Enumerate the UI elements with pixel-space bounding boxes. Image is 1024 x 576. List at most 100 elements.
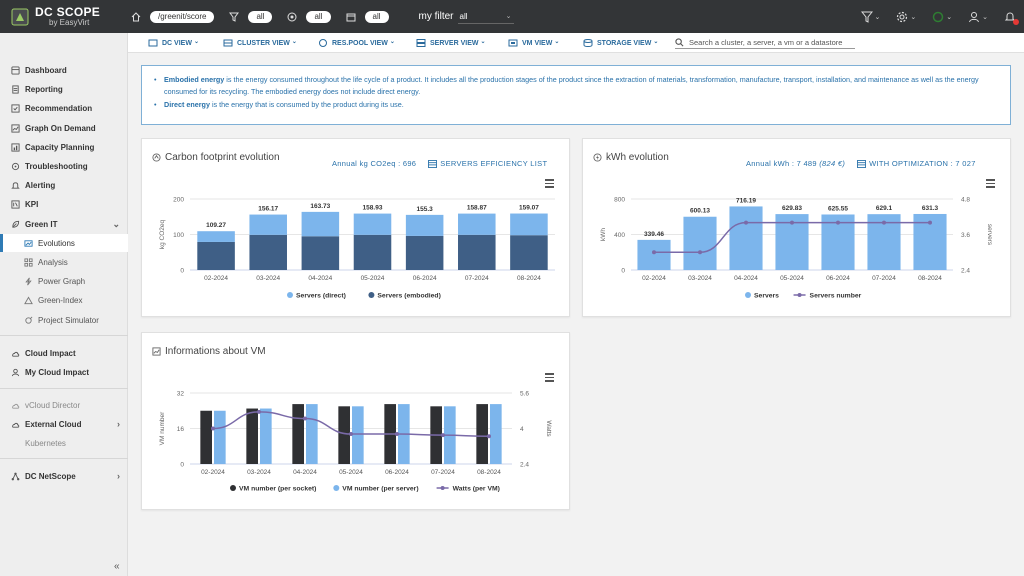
bar-segment [353, 234, 392, 270]
notifications-button[interactable] [1004, 11, 1019, 25]
sidebar-item-power-graph[interactable]: Power Graph [0, 272, 128, 290]
x-tick-label: 06-2024 [826, 275, 850, 282]
y2-tick-label: 5.6 [520, 391, 529, 398]
nav-vm-view[interactable]: VM VIEW ⌄ [508, 38, 559, 48]
sidebar-item-green-index[interactable]: Green-Index [0, 291, 128, 309]
calendar-icon[interactable] [345, 11, 357, 23]
filter-pill-2[interactable]: all [306, 10, 331, 23]
path-pill[interactable]: /greenit/score [150, 10, 215, 23]
sidebar-item-label: Graph On Demand [25, 123, 96, 133]
legend-label: Servers [754, 293, 779, 300]
sidebar-item-dc-netscope[interactable]: DC NetScope › [0, 467, 128, 485]
global-search-input[interactable]: Search a cluster, a server, a vm or a da… [675, 36, 855, 49]
chart-menu-icon[interactable] [545, 179, 554, 188]
chevron-down-icon: ⌄ [946, 13, 953, 21]
y-tick-label: 100 [173, 232, 184, 239]
info-embodied: Embodied energy is the energy consumed t… [152, 74, 1000, 98]
app-logo[interactable]: DC SCOPE by EasyVirt [0, 0, 128, 33]
sidebar-item-my-cloud-impact[interactable]: My Cloud Impact [0, 363, 128, 381]
nav-label: RES.POOL VIEW [332, 39, 388, 47]
collapse-sidebar-button[interactable]: « [114, 561, 120, 572]
chevron-down-icon: ⌄ [982, 13, 988, 21]
x-tick-label: 08-2024 [477, 469, 501, 476]
legend-label: Servers (direct) [296, 293, 346, 300]
sidebar-item-kpi[interactable]: KPI [0, 195, 128, 213]
troubleshooting-icon [11, 162, 20, 170]
data-label: 109.27 [206, 222, 226, 229]
sidebar-item-project-simulator[interactable]: Project Simulator [0, 311, 128, 329]
sidebar-item-label: Analysis [38, 257, 68, 267]
chart-menu-icon[interactable] [986, 179, 995, 188]
nav-label: CLUSTER VIEW [237, 39, 290, 47]
bar-segment [301, 211, 340, 237]
nav-storage-view[interactable]: STORAGE VIEW ⌄ [583, 38, 658, 48]
sidebar-item-cloud-impact[interactable]: Cloud Impact [0, 344, 128, 362]
bar [200, 410, 212, 464]
funnel-menu[interactable]: ⌄ [860, 11, 880, 23]
filter-pill-1[interactable]: all [248, 10, 273, 23]
user-menu[interactable]: ⌄ [968, 11, 988, 23]
x-tick-label: 08-2024 [517, 275, 541, 282]
info-direct: Direct energy is the energy that is cons… [152, 99, 1000, 111]
sidebar-item-evolutions[interactable]: Evolutions [0, 234, 128, 252]
sidebar-item-label: Green IT [25, 219, 58, 229]
sidebar-item-label: External Cloud [25, 419, 82, 429]
chevron-down-icon: ⌄ [389, 39, 395, 45]
line-point [303, 416, 307, 421]
target-icon[interactable] [286, 11, 298, 23]
sidebar-item-troubleshooting[interactable]: Troubleshooting [0, 157, 128, 175]
chart-menu-icon[interactable] [545, 373, 554, 382]
y-tick-label: 400 [614, 232, 625, 239]
sidebar-item-label: Evolutions [38, 238, 75, 248]
home-icon[interactable] [130, 11, 142, 23]
x-tick-label: 03-2024 [256, 275, 280, 282]
nav-server-view[interactable]: SERVER VIEW ⌄ [416, 38, 486, 48]
user-icon [11, 368, 20, 376]
report-icon [12, 84, 19, 94]
nav-label: STORAGE VIEW [597, 39, 652, 47]
x-tick-label: 02-2024 [201, 469, 225, 476]
nav-dc-view[interactable]: DC VIEW ⌄ [148, 38, 199, 48]
sidebar-item-vcloud-director[interactable]: vCloud Director [0, 396, 128, 414]
bar [306, 404, 318, 464]
sidebar-item-reporting[interactable]: Reporting [0, 80, 128, 98]
sidebar-item-capacity-planning[interactable]: Capacity Planning [0, 138, 128, 156]
vm-info-card: Informations about VM 0 16 32 2.4 4 5.6 VM num… [141, 332, 570, 510]
sidebar-item-dashboard[interactable]: Dashboard [0, 61, 128, 79]
servers-efficiency-link[interactable]: SERVERS EFFICIENCY LIST [428, 159, 547, 168]
annual-co2: Annual kg CO2eq : 696 [332, 159, 417, 168]
data-label: 716.19 [736, 197, 756, 204]
bar [352, 406, 364, 464]
sidebar-item-recommendation[interactable]: Recommendation [0, 99, 128, 117]
sidebar-item-external-cloud[interactable]: External Cloud › [0, 415, 128, 433]
filter-pill-3[interactable]: all [364, 10, 389, 23]
info-term: Embodied energy [164, 75, 225, 84]
chevron-right-icon: › [117, 419, 120, 429]
data-label: 625.55 [828, 205, 848, 212]
chevron-down-icon: ⌄ [193, 39, 199, 45]
my-filter-select[interactable]: all ⌄ [457, 10, 514, 24]
nav-cluster-view[interactable]: CLUSTER VIEW ⌄ [223, 38, 297, 48]
gear-icon [897, 11, 908, 22]
bar [729, 206, 763, 270]
with-optimization-link[interactable]: WITH OPTIMIZATION : 7 027 [857, 159, 976, 168]
data-label: 600.13 [690, 208, 710, 215]
chevron-down-icon: ⌄ [480, 39, 486, 45]
notification-badge [1013, 18, 1019, 25]
sidebar-item-analysis[interactable]: Analysis [0, 253, 128, 271]
datacenter-icon [148, 39, 158, 47]
sidebar-item-alerting[interactable]: Alerting [0, 176, 128, 194]
green-menu[interactable]: ⌄ [932, 11, 952, 23]
y-tick-label: 200 [173, 197, 184, 204]
sidebar-item-graph-on-demand[interactable]: Graph On Demand [0, 119, 128, 137]
leaf-icon [12, 220, 20, 228]
filter-icon[interactable] [228, 11, 240, 23]
sidebar-item-kubernetes[interactable]: Kubernetes [0, 434, 128, 452]
legend-label: Servers number [810, 293, 862, 300]
data-label: 156.17 [258, 206, 278, 213]
sidebar-item-green-it[interactable]: Green IT ⌄ [0, 215, 128, 233]
nav-respool-view[interactable]: RES.POOL VIEW ⌄ [318, 38, 395, 48]
view-nav: DC VIEW ⌄ CLUSTER VIEW ⌄ RES.POOL VIEW ⌄ SE… [128, 33, 1024, 53]
graph-icon [11, 123, 20, 133]
settings-menu[interactable]: ⌄ [896, 11, 916, 23]
